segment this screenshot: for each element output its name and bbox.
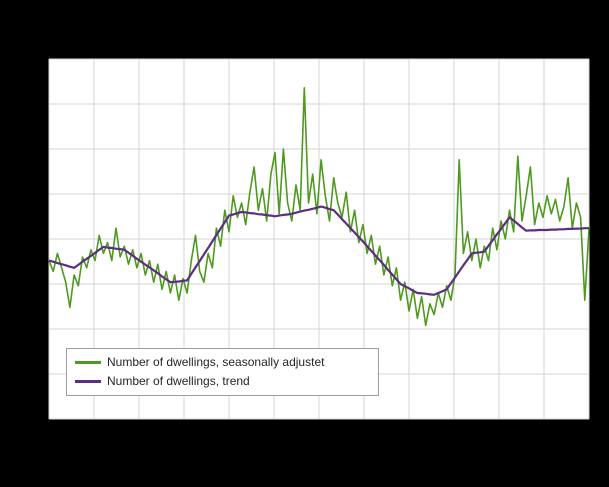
series-line-trend	[48, 205, 589, 296]
legend-label-trend: Number of dwellings, trend	[107, 374, 250, 388]
legend-label-seasonally-adjusted: Number of dwellings, seasonally adjustet	[107, 355, 325, 369]
chart-legend: Number of dwellings, seasonally adjustet…	[66, 348, 379, 396]
legend-item-seasonally-adjusted: Number of dwellings, seasonally adjustet	[75, 355, 370, 369]
legend-swatch-seasonally-adjusted	[75, 360, 101, 364]
legend-item-trend: Number of dwellings, trend	[75, 374, 370, 388]
legend-swatch-trend	[75, 379, 101, 383]
